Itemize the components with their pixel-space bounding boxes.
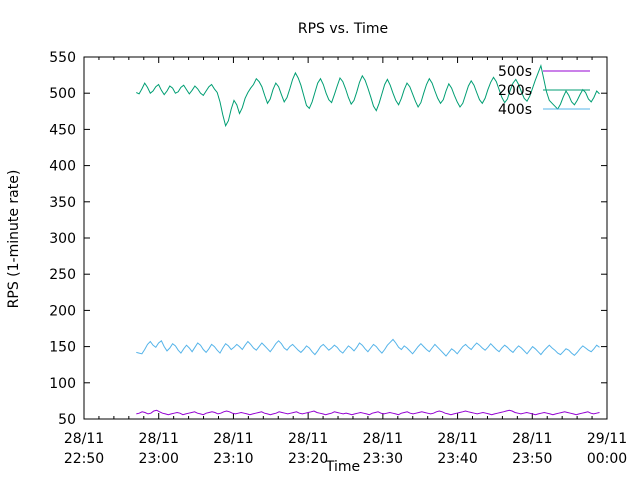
- y-tick-label: 400: [49, 159, 76, 175]
- x-tick-label-time: 23:30: [363, 451, 403, 467]
- series-line-500s: [136, 409, 600, 416]
- legend-label-200s: 200s: [498, 83, 532, 99]
- x-tick-label-date: 29/11: [587, 431, 627, 447]
- x-tick-label-time: 23:40: [437, 451, 477, 467]
- chart-title: RPS vs. Time: [298, 21, 388, 37]
- y-tick-label: 150: [49, 340, 76, 356]
- legend-label-400s: 400s: [498, 102, 532, 118]
- y-tick-label: 350: [49, 195, 76, 211]
- series-line-400s: [136, 338, 600, 357]
- x-tick-label-time: 23:50: [512, 451, 552, 467]
- y-tick-label: 250: [49, 267, 76, 283]
- x-tick-label-date: 28/11: [213, 431, 253, 447]
- y-tick-label: 500: [49, 86, 76, 102]
- x-axis-label: Time: [325, 459, 360, 475]
- x-tick-label-date: 28/11: [64, 431, 104, 447]
- y-tick-label: 300: [49, 231, 76, 247]
- x-tick-label-time: 23:20: [288, 451, 328, 467]
- y-tick-label: 50: [58, 412, 76, 428]
- series-lines: [136, 63, 600, 416]
- y-axis-label: RPS (1-minute rate): [6, 170, 22, 309]
- x-axis-ticks: 28/11 22:50 28/11 23:00 28/11 23:10 28/11 23:20…: [64, 57, 627, 467]
- plot-frame: [83, 56, 608, 420]
- x-tick-label-date: 28/11: [139, 431, 179, 447]
- x-tick-label-date: 28/11: [437, 431, 477, 447]
- legend-label-500s: 500s: [498, 64, 532, 80]
- x-tick-label-time: 23:10: [213, 451, 253, 467]
- y-tick-label: 200: [49, 303, 76, 319]
- x-tick-label-time: 00:00: [587, 451, 627, 467]
- x-tick-label-date: 28/11: [288, 431, 328, 447]
- y-tick-label: 100: [49, 376, 76, 392]
- legend: 500s 200s 400s: [498, 64, 590, 118]
- x-tick-label-time: 22:50: [64, 451, 104, 467]
- y-tick-label: 550: [49, 50, 76, 66]
- series-line-200s: [136, 63, 600, 128]
- x-tick-label-date: 28/11: [363, 431, 403, 447]
- y-tick-label: 450: [49, 122, 76, 138]
- x-tick-label-date: 28/11: [512, 431, 552, 447]
- x-tick-label-time: 23:00: [139, 451, 179, 467]
- y-axis-ticks: 50 100 150 200 250 300 350 400 450 500 550: [49, 50, 607, 428]
